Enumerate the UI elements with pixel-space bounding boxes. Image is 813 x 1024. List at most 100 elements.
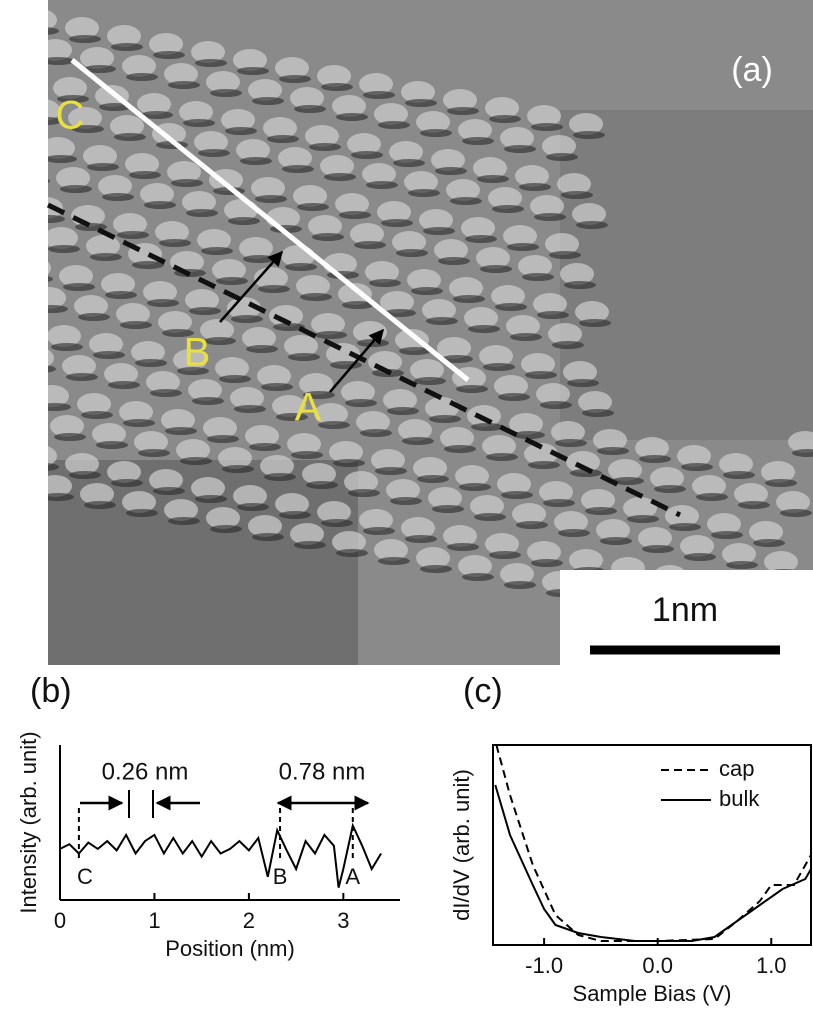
- texture-highlight: [269, 305, 303, 327]
- texture-shadow: [222, 465, 254, 473]
- texture-shadow: [519, 183, 551, 191]
- texture-highlight: [113, 213, 147, 235]
- texture-highlight: [245, 425, 279, 447]
- texture-highlight: [443, 89, 477, 111]
- texture-highlight: [161, 409, 195, 431]
- texture-shadow: [447, 543, 479, 551]
- texture-shadow: [303, 391, 335, 399]
- texture-highlight: [413, 457, 447, 479]
- x-tick-label: 0.0: [642, 953, 673, 978]
- x-tick-label: 2: [243, 908, 255, 933]
- texture-highlight: [401, 81, 435, 103]
- texture-highlight: [749, 521, 783, 543]
- texture-shadow: [612, 477, 644, 485]
- texture-shadow: [93, 351, 125, 359]
- texture-shadow: [522, 273, 554, 281]
- texture-shadow: [0, 357, 14, 365]
- texture-highlight: [212, 259, 246, 281]
- texture-highlight: [50, 415, 84, 437]
- texture-shadow: [63, 283, 95, 291]
- texture-shadow: [564, 281, 596, 289]
- texture-shadow: [765, 479, 797, 487]
- texture-highlight: [275, 57, 309, 79]
- texture-highlight: [2, 219, 36, 241]
- texture-shadow: [264, 473, 296, 481]
- texture-highlight: [86, 235, 120, 257]
- texture-highlight: [788, 431, 813, 453]
- texture-shadow: [195, 59, 227, 67]
- texture-highlight: [0, 377, 27, 399]
- texture-highlight: [48, 10, 57, 30]
- texture-shadow: [510, 333, 542, 341]
- texture-shadow: [15, 87, 47, 95]
- spacing-label: 0.78 nm: [279, 758, 366, 785]
- stm-image: [0, 0, 813, 665]
- texture-highlight: [551, 421, 585, 443]
- legend-label: bulk: [719, 786, 760, 811]
- texture-highlight: [521, 353, 555, 375]
- texture-shadow: [276, 413, 308, 421]
- texture-highlight: [131, 341, 165, 363]
- texture-shadow: [498, 393, 530, 401]
- texture-shadow: [114, 133, 146, 141]
- texture-shadow: [468, 325, 500, 333]
- texture-shadow: [738, 501, 770, 509]
- texture-highlight: [431, 149, 465, 171]
- texture-highlight: [59, 265, 93, 287]
- texture-highlight: [125, 153, 159, 175]
- texture-highlight: [251, 177, 285, 199]
- texture-shadow: [198, 149, 230, 157]
- texture-shadow: [294, 541, 326, 549]
- texture-highlight: [518, 255, 552, 277]
- texture-shadow: [105, 291, 137, 299]
- texture-shadow: [48, 403, 71, 411]
- texture-shadow: [363, 527, 395, 535]
- texture-highlight: [581, 489, 615, 511]
- texture-highlight: [92, 423, 126, 445]
- texture-highlight: [434, 239, 468, 261]
- texture-highlight: [359, 509, 393, 531]
- texture-shadow: [543, 499, 575, 507]
- texture-highlight: [341, 381, 375, 403]
- texture-shadow: [204, 337, 236, 345]
- texture-shadow: [333, 459, 365, 467]
- texture-highlight: [329, 441, 363, 463]
- texture-shadow: [360, 429, 392, 437]
- texture-highlight: [248, 79, 282, 101]
- texture-shadow: [537, 311, 569, 319]
- texture-shadow: [579, 319, 611, 327]
- texture-highlight: [158, 311, 192, 333]
- texture-highlight: [188, 379, 222, 401]
- texture-highlight: [464, 307, 498, 329]
- texture-shadow: [246, 345, 278, 353]
- texture-highlight: [380, 291, 414, 313]
- texture-shadow: [165, 427, 197, 435]
- texture-shadow: [192, 397, 224, 405]
- x-tick-label: -1.0: [525, 953, 563, 978]
- texture-shadow: [339, 211, 371, 219]
- texture-highlight: [500, 563, 534, 585]
- texture-shadow: [681, 463, 713, 471]
- texture-shadow: [237, 503, 269, 511]
- texture-shadow: [48, 463, 59, 471]
- texture-shadow: [477, 175, 509, 183]
- texture-highlight: [11, 69, 45, 91]
- texture-highlight: [311, 313, 345, 335]
- texture-highlight: [155, 221, 189, 243]
- texture-highlight: [437, 337, 471, 359]
- texture-shadow: [90, 253, 122, 261]
- texture-highlight: [107, 25, 141, 47]
- texture-shadow: [267, 135, 299, 143]
- texture-shadow: [531, 123, 563, 131]
- texture-highlight: [524, 443, 558, 465]
- texture-highlight: [635, 437, 669, 459]
- texture-highlight: [395, 329, 429, 351]
- panel-label: (c): [463, 672, 503, 710]
- texture-shadow: [294, 105, 326, 113]
- texture-highlight: [146, 371, 180, 393]
- texture-highlight: [80, 47, 114, 69]
- texture-highlight: [362, 163, 396, 185]
- texture-shadow: [210, 525, 242, 533]
- texture-highlight: [287, 433, 321, 455]
